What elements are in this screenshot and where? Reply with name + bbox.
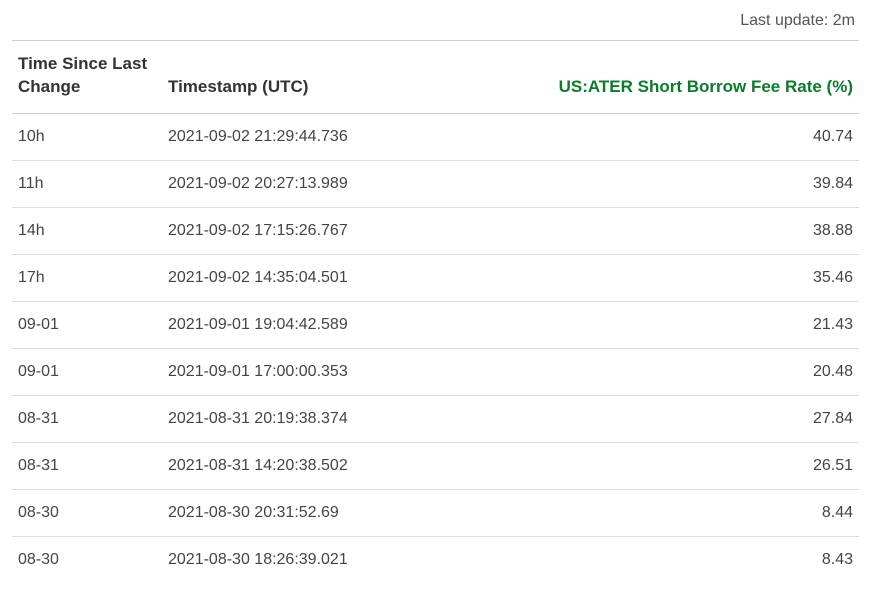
cell-time-since: 10h (12, 113, 162, 160)
cell-time-since: 17h (12, 254, 162, 301)
table-row: 11h 2021-09-02 20:27:13.989 39.84 (12, 160, 859, 207)
cell-rate: 26.51 (532, 442, 859, 489)
cell-timestamp: 2021-08-31 20:19:38.374 (162, 395, 532, 442)
last-update-label: Last update: 2m (12, 0, 859, 40)
table-row: 09-01 2021-09-01 19:04:42.589 21.43 (12, 301, 859, 348)
cell-timestamp: 2021-08-30 18:26:39.021 (162, 536, 532, 583)
cell-timestamp: 2021-09-01 17:00:00.353 (162, 348, 532, 395)
cell-rate: 20.48 (532, 348, 859, 395)
cell-rate: 40.74 (532, 113, 859, 160)
cell-rate: 39.84 (532, 160, 859, 207)
cell-timestamp: 2021-09-02 14:35:04.501 (162, 254, 532, 301)
table-row: 08-31 2021-08-31 20:19:38.374 27.84 (12, 395, 859, 442)
cell-time-since: 14h (12, 207, 162, 254)
page-container: Last update: 2m Time Since Last Change T… (0, 0, 871, 603)
table-body: 10h 2021-09-02 21:29:44.736 40.74 11h 20… (12, 113, 859, 583)
col-header-timestamp[interactable]: Timestamp (UTC) (162, 41, 532, 114)
table-row: 08-31 2021-08-31 14:20:38.502 26.51 (12, 442, 859, 489)
table-row: 08-30 2021-08-30 18:26:39.021 8.43 (12, 536, 859, 583)
cell-timestamp: 2021-09-02 20:27:13.989 (162, 160, 532, 207)
table-row: 09-01 2021-09-01 17:00:00.353 20.48 (12, 348, 859, 395)
cell-time-since: 08-30 (12, 536, 162, 583)
cell-time-since: 09-01 (12, 301, 162, 348)
cell-rate: 8.43 (532, 536, 859, 583)
cell-time-since: 08-31 (12, 442, 162, 489)
col-header-time-since[interactable]: Time Since Last Change (12, 41, 162, 114)
cell-rate: 35.46 (532, 254, 859, 301)
cell-rate: 21.43 (532, 301, 859, 348)
cell-time-since: 11h (12, 160, 162, 207)
cell-time-since: 08-31 (12, 395, 162, 442)
table-row: 08-30 2021-08-30 20:31:52.69 8.44 (12, 489, 859, 536)
cell-rate: 8.44 (532, 489, 859, 536)
table-row: 17h 2021-09-02 14:35:04.501 35.46 (12, 254, 859, 301)
col-header-rate[interactable]: US:ATER Short Borrow Fee Rate (%) (532, 41, 859, 114)
table-row: 14h 2021-09-02 17:15:26.767 38.88 (12, 207, 859, 254)
borrow-rate-table: Time Since Last Change Timestamp (UTC) U… (12, 40, 859, 583)
cell-timestamp: 2021-08-31 14:20:38.502 (162, 442, 532, 489)
cell-timestamp: 2021-09-01 19:04:42.589 (162, 301, 532, 348)
cell-time-since: 09-01 (12, 348, 162, 395)
cell-timestamp: 2021-09-02 17:15:26.767 (162, 207, 532, 254)
cell-rate: 27.84 (532, 395, 859, 442)
cell-time-since: 08-30 (12, 489, 162, 536)
cell-timestamp: 2021-08-30 20:31:52.69 (162, 489, 532, 536)
cell-timestamp: 2021-09-02 21:29:44.736 (162, 113, 532, 160)
table-header-row: Time Since Last Change Timestamp (UTC) U… (12, 41, 859, 114)
cell-rate: 38.88 (532, 207, 859, 254)
table-row: 10h 2021-09-02 21:29:44.736 40.74 (12, 113, 859, 160)
